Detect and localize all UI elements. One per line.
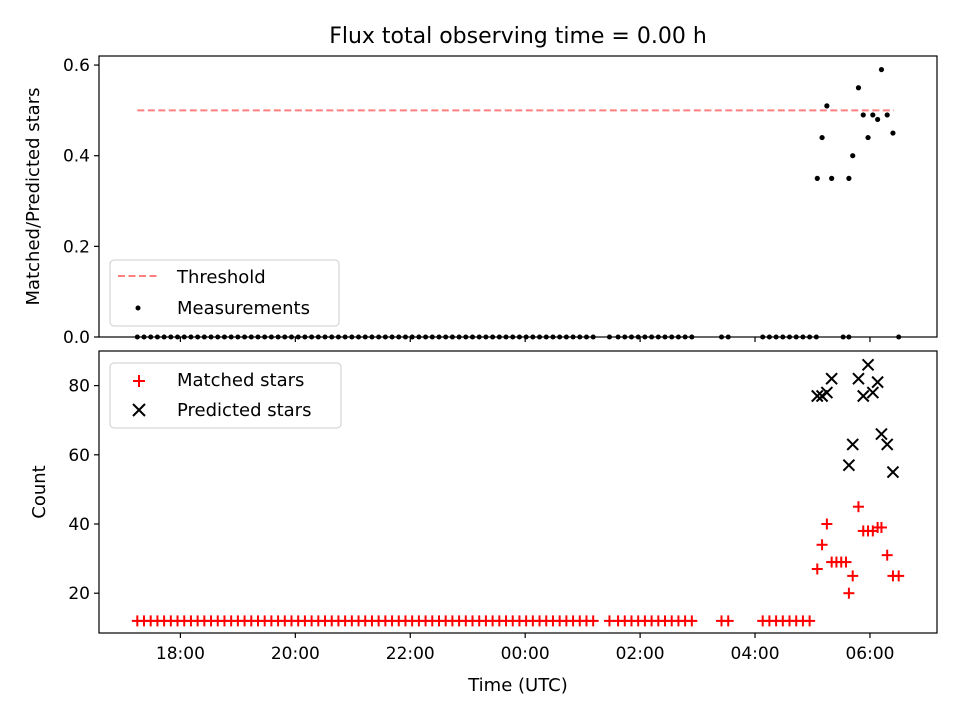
top-y-tick-label-2: 0.4 [63,147,90,167]
bottom-legend-box [109,362,342,429]
predicted-point-5-b [846,438,859,451]
top-axes-frame [98,55,938,338]
top-y-tick-label-3: 0.6 [63,56,90,76]
predicted-point-5 [846,438,859,451]
measurement-point-12 [884,112,890,118]
top-panel: Matched/Predicted stars 0.0 0.2 0.4 0.6 Thr… [23,55,938,348]
predicted-point-7-b [857,389,870,403]
matched-point-baseline-83 [722,615,734,627]
x-axis-label: Time (UTC) [467,675,568,696]
predicted-point-7 [857,389,870,403]
bottom-x-tick-label-5: 04:00 [731,644,780,664]
predicted-point-12 [880,438,894,451]
measurement-point-7 [860,112,866,118]
predicted-point-11 [875,427,888,441]
bottom-panel: Count 20 40 60 80 18:00 20:00 22:00 00:00 02:00… [29,350,938,696]
measurement-point-6 [855,85,862,91]
predicted-point-8 [861,358,875,372]
top-legend: Threshold Measurements [109,259,340,327]
matched-legend-label: Matched stars [177,370,304,391]
matched-point-8 [847,570,859,582]
matched-point-9 [852,501,864,513]
top-y-tick-label-0: 0.0 [63,328,90,348]
predicted-point-4-b [842,458,856,472]
matched-point-7 [843,587,855,599]
predicted-point-4 [842,458,856,472]
bottom-y-tick-label-3: 80 [68,377,90,397]
predicted-point-0-b [811,389,824,403]
measurement-point-9 [870,112,876,118]
predicted-point-9 [866,386,880,399]
matched-point-1 [816,539,828,551]
matched-point-baseline-81 [686,615,698,627]
predicted-point-0 [811,389,824,403]
predicted-legend-swatch [132,403,146,417]
bottom-y-tick-label-0: 20 [68,584,90,604]
matched-point-baseline-91 [804,615,816,627]
bottom-y-ticks: 20 40 60 80 [68,377,99,604]
predicted-point-2-b [820,386,834,399]
measurements-legend-label: Measurements [177,298,310,319]
threshold-legend-label: Threshold [176,267,266,288]
matched-point-17 [893,570,905,582]
bottom-x-tick-label-3: 00:00 [501,644,550,664]
matched-point-baseline-68 [587,615,599,627]
predicted-legend-marker-b [132,403,146,417]
bottom-legend: Matched stars Predicted stars [109,362,342,429]
bottom-x-tick-label-2: 22:00 [386,644,435,664]
matched-point-0 [811,563,823,575]
measurement-point-4 [846,175,852,181]
top-y-tick-label-1: 0.2 [63,237,90,257]
bottom-x-ticks: 18:00 20:00 22:00 00:00 02:00 04:00 06:00 [156,633,894,664]
top-y-ticks: 0.0 0.2 0.4 0.6 [63,56,99,348]
predicted-legend-label: Predicted stars [177,400,311,421]
predicted-point-6 [852,372,865,385]
predicted-point-10 [871,375,884,389]
bottom-y-tick-label-1: 40 [68,515,90,535]
measurement-point-5 [850,153,856,159]
matched-point-6 [840,556,852,568]
bottom-y-axis-label: Count [29,465,50,518]
predicted-point-3 [825,372,838,385]
predicted-point-11-b [875,427,888,441]
bottom-x-tick-label-1: 20:00 [271,644,320,664]
predicted-point-9-b [866,386,880,399]
matched-point-2 [821,518,833,530]
predicted-point-3-b [825,372,838,385]
measurements-legend-swatch [135,305,141,311]
measurement-point-8 [865,134,871,141]
bottom-axes-frame [98,350,938,634]
bottom-x-tick-label-0: 18:00 [156,644,205,664]
bottom-y-tick-label-2: 60 [68,446,90,466]
predicted-point-6-b [852,372,865,385]
bottom-x-tick-label-6: 06:00 [845,644,894,664]
predicted-point-13-b [886,465,900,479]
predicted-point-10-b [871,375,884,389]
top-y-axis-label: Matched/Predicted stars [23,88,44,306]
measurement-point-1 [819,134,825,141]
predicted-point-13 [886,465,900,479]
measurement-point-11 [878,66,885,73]
measurement-point-2 [824,103,830,109]
matched-point-15 [881,549,893,561]
predicted-legend-marker [132,403,146,417]
top-legend-box [109,259,340,327]
predicted-point-2 [820,386,834,399]
measurement-point-13 [890,130,896,136]
bottom-x-tick-label-4: 02:00 [616,644,665,664]
top-x-ticks [179,337,871,342]
matched-legend-swatch [133,375,145,387]
bottom-plot-area [131,358,905,627]
predicted-point-12-b [880,438,894,451]
measurement-point-3 [829,175,835,181]
measurement-point-0 [814,175,820,181]
chart-title: Flux total observing time = 0.00 h [329,24,707,49]
predicted-point-8-b [861,358,875,372]
matched-point-14 [875,521,887,533]
matched-legend-marker [133,375,145,387]
measurement-point-10 [875,116,881,123]
